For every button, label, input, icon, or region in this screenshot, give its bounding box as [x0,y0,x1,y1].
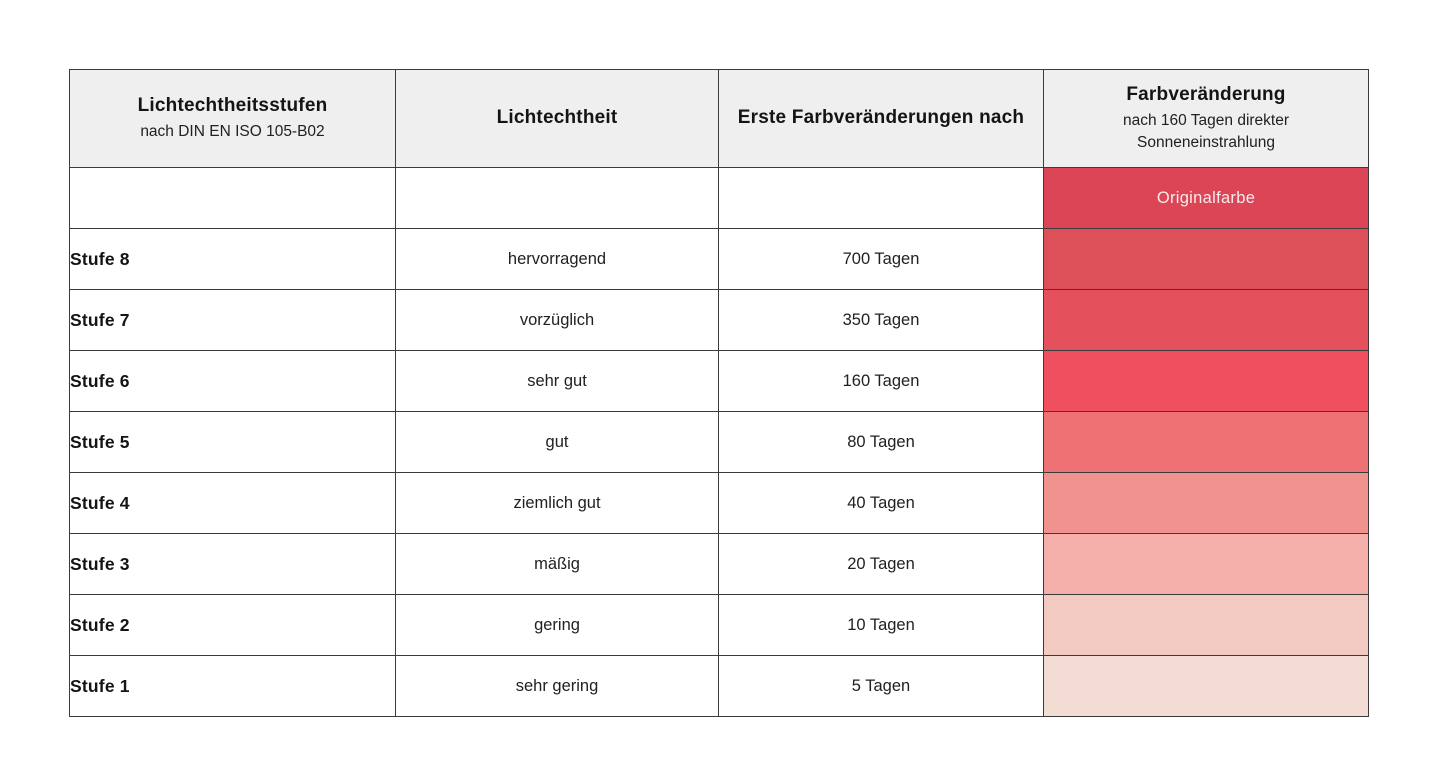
dauer-cell [718,167,1044,229]
lichtechtheit-cell: vorzüglich [395,289,719,351]
header-farbveraenderung: Farbveränderung nach 160 Tagen direkter … [1043,69,1369,168]
header-subtitle: nach 160 Tagen direkter Sonneneinstrahlu… [1122,111,1290,152]
table-row: Stufe 1 sehr gering 5 Tagen [69,655,1369,717]
table-row: Stufe 8 hervorragend 700 Tagen [69,228,1369,290]
stufe-cell: Stufe 7 [69,289,396,351]
dauer-cell: 350 Tagen [718,289,1044,351]
stufe-cell: Stufe 3 [69,533,396,595]
header-title: Lichtechtheitsstufen [137,95,328,117]
header-title: Erste Farbveränderungen nach [737,106,1025,128]
dauer-cell: 10 Tagen [718,594,1044,656]
color-swatch-cell [1043,533,1369,595]
stufe-cell: Stufe 5 [69,411,396,473]
lichtechtheit-cell: hervorragend [395,228,719,290]
stufe-cell [69,167,396,229]
lichtechtheit-cell: sehr gering [395,655,719,717]
dauer-cell: 20 Tagen [718,533,1044,595]
table-row: Stufe 5 gut 80 Tagen [69,411,1369,473]
originalfarbe-label: Originalfarbe [1156,188,1256,207]
header-subtitle: nach DIN EN ISO 105-B02 [140,123,325,141]
table-row: Originalfarbe [69,167,1369,229]
table-row: Stufe 2 gering 10 Tagen [69,594,1369,656]
color-swatch-cell [1043,411,1369,473]
header-row: Lichtechtheitsstufen nach DIN EN ISO 105… [69,69,1369,168]
lichtechtheit-cell [395,167,719,229]
color-swatch-cell [1043,472,1369,534]
lichtechtheit-cell: gut [395,411,719,473]
dauer-cell: 700 Tagen [718,228,1044,290]
header-title: Farbveränderung [1126,84,1286,106]
lichtechtheit-cell: gering [395,594,719,656]
lichtechtheit-cell: sehr gut [395,350,719,412]
header-lichtechtheit: Lichtechtheit [395,69,719,168]
stufe-cell: Stufe 2 [69,594,396,656]
header-erste-farbveraenderungen: Erste Farbveränderungen nach [718,69,1044,168]
stufe-cell: Stufe 1 [69,655,396,717]
table-row: Stufe 3 mäßig 20 Tagen [69,533,1369,595]
stufe-cell: Stufe 4 [69,472,396,534]
color-swatch-cell [1043,655,1369,717]
lichtechtheit-cell: mäßig [395,533,719,595]
stufe-cell: Stufe 6 [69,350,396,412]
table-row: Stufe 6 sehr gut 160 Tagen [69,350,1369,412]
lichtechtheit-cell: ziemlich gut [395,472,719,534]
header-title: Lichtechtheit [496,106,618,128]
color-swatch-cell [1043,289,1369,351]
table-row: Stufe 4 ziemlich gut 40 Tagen [69,472,1369,534]
dauer-cell: 160 Tagen [718,350,1044,412]
dauer-cell: 40 Tagen [718,472,1044,534]
table-row: Stufe 7 vorzüglich 350 Tagen [69,289,1369,351]
stufe-cell: Stufe 8 [69,228,396,290]
color-swatch-cell [1043,350,1369,412]
color-swatch-cell: Originalfarbe [1043,167,1369,229]
color-swatch-cell [1043,594,1369,656]
color-swatch-cell [1043,228,1369,290]
dauer-cell: 80 Tagen [718,411,1044,473]
lightfastness-table: Lichtechtheitsstufen nach DIN EN ISO 105… [69,69,1369,717]
dauer-cell: 5 Tagen [718,655,1044,717]
header-lichtechtheitsstufen: Lichtechtheitsstufen nach DIN EN ISO 105… [69,69,396,168]
